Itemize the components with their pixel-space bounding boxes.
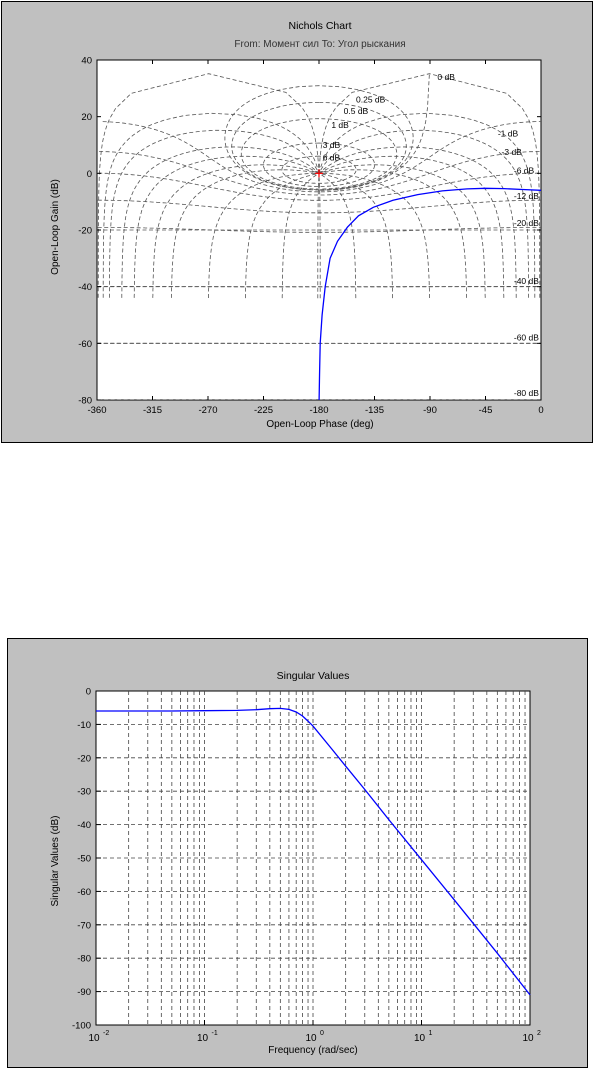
grid-label: 0.25 dB xyxy=(356,95,386,105)
y-tick-label: -20 xyxy=(77,753,91,764)
chart-title: Singular Values xyxy=(277,670,350,682)
y-tick-label: 40 xyxy=(81,56,92,67)
x-tick-label: 10 xyxy=(305,1033,317,1044)
grid-label: -3 dB xyxy=(502,147,523,157)
y-tick-label: -70 xyxy=(77,920,91,931)
grid-label: -60 dB xyxy=(514,333,539,343)
x-tick-exponent: 0 xyxy=(320,1030,324,1037)
y-tick-label: -80 xyxy=(78,396,92,407)
y-tick-label: -30 xyxy=(77,787,91,798)
x-tick-label: 10 xyxy=(522,1033,534,1044)
log-grid xyxy=(96,691,530,1025)
y-tick-label: -40 xyxy=(77,820,91,831)
grid-label: 1 dB xyxy=(331,120,349,130)
y-tick-label: -60 xyxy=(77,887,91,898)
x-axis-label: Open-Loop Phase (deg) xyxy=(266,419,373,430)
n-contour xyxy=(319,169,467,298)
m-circle xyxy=(97,199,541,214)
x-tick-label: -360 xyxy=(87,405,106,416)
x-tick-label: -270 xyxy=(198,405,217,416)
grid-label: -20 dB xyxy=(514,218,539,228)
n-contour xyxy=(318,73,541,298)
y-tick-label: -10 xyxy=(77,720,91,731)
n-contour xyxy=(121,146,320,298)
x-tick-exponent: 2 xyxy=(537,1030,541,1037)
n-contour xyxy=(319,164,486,298)
x-tick-label: -225 xyxy=(254,405,273,416)
singular-value-curve xyxy=(96,707,531,996)
y-tick-label: -20 xyxy=(78,226,92,237)
y-tick-label: 20 xyxy=(81,112,92,123)
chart-subtitle: From: Момент сил To: Угол рыскания xyxy=(234,39,405,50)
n-contour xyxy=(318,146,517,298)
n-contour xyxy=(152,164,319,298)
y-tick-label: -80 xyxy=(77,954,91,965)
nichols-grid: 0 dB 0.25 dB0.5 dB 1 dB 3 dB 6 dB -1 dB -3 dB -… xyxy=(97,72,541,400)
x-tick-label: 10 xyxy=(414,1033,426,1044)
y-axis-label: Singular Values (dB) xyxy=(50,816,61,907)
grid-label: -6 dB xyxy=(514,165,535,175)
m-circle xyxy=(97,227,541,233)
x-tick-label: -315 xyxy=(143,405,162,416)
singular-values-svg: Singular Values 10 -2 10 -1 10 0 10 1 10 2-100-90… xyxy=(8,639,587,1067)
x-tick-exponent: 1 xyxy=(429,1030,433,1037)
grid-label: 3 dB xyxy=(323,140,341,150)
x-tick-exponent: -2 xyxy=(103,1030,109,1037)
axis-ticks: 10 -2 10 -1 10 0 10 1 10 2-100-90-80-70-60-50-40-… xyxy=(72,687,541,1045)
n-contour xyxy=(208,172,319,299)
n-contour xyxy=(318,173,321,299)
x-axis-label: Frequency (rad/sec) xyxy=(268,1045,357,1056)
y-tick-label: -40 xyxy=(78,282,92,293)
axis-ticks: -360 -315 -270 -225 -180 -135 -90 -45 0 -80 -60 -40… xyxy=(78,56,543,417)
n-contour xyxy=(317,173,320,299)
series-line xyxy=(96,707,531,996)
x-tick-label: -135 xyxy=(365,405,384,416)
n-contour xyxy=(318,129,529,298)
y-tick-label: -50 xyxy=(77,854,91,865)
x-tick-label: 10 xyxy=(88,1033,100,1044)
n-contour xyxy=(102,112,320,298)
chart-title: Nichols Chart xyxy=(288,20,351,32)
grid-label: -80 dB xyxy=(514,388,539,398)
y-tick-label: -100 xyxy=(72,1021,91,1032)
series-line xyxy=(318,187,542,401)
grid-label: 6 dB xyxy=(323,153,341,163)
n-contour xyxy=(319,172,430,299)
grid-label: 0.5 dB xyxy=(344,106,369,116)
open-loop-curve xyxy=(318,187,542,401)
nichols-chart-figure: Nichols Chart From: Момент сил To: Угол … xyxy=(1,1,593,443)
n-contour xyxy=(319,173,357,299)
grid-label: -12 dB xyxy=(514,191,539,201)
n-contour xyxy=(319,173,393,299)
n-contour xyxy=(109,129,320,298)
m-circle xyxy=(281,155,357,184)
x-tick-label: 0 xyxy=(538,405,543,416)
grid-label: -40 dB xyxy=(514,276,539,286)
singular-values-figure: Singular Values 10 -2 10 -1 10 0 10 1 10 2 -100 -90… xyxy=(7,638,588,1068)
x-tick-label: -45 xyxy=(479,405,493,416)
x-tick-label: 10 xyxy=(197,1033,209,1044)
critical-point-marker xyxy=(315,169,323,178)
n-contour xyxy=(171,169,319,298)
n-contour xyxy=(97,73,320,298)
grid-label: 0 dB xyxy=(437,72,455,82)
x-tick-label: -90 xyxy=(423,405,437,416)
y-tick-label: -90 xyxy=(77,987,91,998)
y-tick-label: 0 xyxy=(87,169,92,180)
y-axis-label: Open-Loop Gain (dB) xyxy=(50,179,61,275)
grid-label: -1 dB xyxy=(498,129,519,139)
n-contour xyxy=(318,112,536,298)
y-tick-label: -60 xyxy=(78,339,92,350)
n-contour xyxy=(281,173,319,299)
nichols-chart-svg: Nichols Chart From: Момент сил To: Угол … xyxy=(2,2,592,442)
x-tick-label: -180 xyxy=(309,405,328,416)
n-contour xyxy=(245,173,319,299)
x-tick-exponent: -1 xyxy=(212,1030,218,1037)
y-tick-label: 0 xyxy=(86,687,91,698)
